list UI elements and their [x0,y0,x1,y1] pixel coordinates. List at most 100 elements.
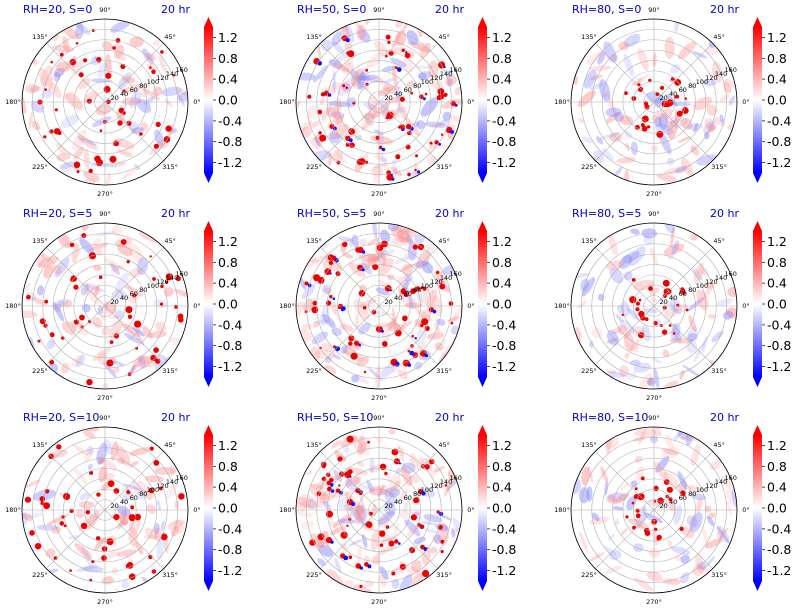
field-patch [36,285,45,296]
radial-tick-label: 80 [688,490,696,498]
field-patch [607,533,616,541]
radial-tick-label: 160 [449,270,461,278]
radial-tick-label: 20 [110,298,118,306]
field-patch [368,367,384,382]
colorbar-tick-label: 1.2 [492,438,512,453]
field-patch [83,171,100,182]
field-cell [49,332,55,338]
field-patch [108,314,122,319]
field-cell [158,486,163,491]
field-patch [706,515,715,527]
field-patch [371,311,395,316]
field-cell [326,510,333,518]
field-patch [705,538,723,549]
field-patch [384,501,396,516]
field-cell [49,359,55,365]
field-patch [426,289,438,309]
field-cell [340,307,345,312]
colorbar-tick-label: -0.8 [218,338,242,353]
field-patch [332,354,342,360]
field-patch [371,555,381,565]
field-cell [165,273,173,281]
colorbar-tick-label: 1.2 [767,234,787,249]
radial-tick-label: 160 [724,270,736,278]
field-cell [329,295,333,299]
field-cell [320,92,326,97]
field-patch [686,339,698,353]
field-patch [102,361,117,378]
field-patch [606,438,619,449]
field-cell [359,584,363,589]
colorbar-extend-min [204,377,213,387]
field-patch [320,304,331,327]
field-cell [155,358,161,364]
field-cell [98,275,103,280]
field-cell [395,154,401,160]
panel-5: 0°45°90°135°180°225°270°315°20 40 60 80 1001… [279,207,516,402]
field-patch [53,71,61,82]
field-patch [686,514,699,527]
field-patch [378,257,394,277]
field-cell [73,161,81,169]
field-patch [391,226,406,243]
panel-time-label: 20 hr [435,207,464,220]
radial-tick-label: 100 [421,486,433,494]
field-patch [654,116,662,127]
field-patch [356,544,362,566]
field-patch [628,246,646,266]
field-patch [690,146,700,156]
radial-tick-label: 80 [413,490,421,498]
field-patch [693,263,705,283]
field-patch [367,253,378,264]
angular-gridline [320,509,380,569]
field-cell [345,38,350,43]
field-patch [130,487,143,497]
colorbar-tick-label: 0.8 [492,459,512,474]
field-patch [308,120,322,129]
field-patch [78,137,97,146]
theta-tick-label: 315° [436,163,452,171]
field-cell [394,539,399,544]
field-cell [53,128,61,135]
field-cell [83,58,88,63]
field-patch [65,92,84,110]
colorbar-tick-label: 1.2 [492,234,512,249]
field-patch [432,534,441,543]
field-patch [144,475,165,483]
field-patch [335,101,342,110]
radial-tick-label: 60 [404,494,412,502]
radial-tick-label: 140 [166,478,178,486]
field-patch [581,277,595,297]
field-cell [443,65,446,69]
field-patch [696,561,706,570]
theta-tick-label: 270° [371,394,387,402]
field-patch [330,111,345,119]
field-patch [380,229,391,244]
field-patch [386,323,393,332]
field-cell [364,562,369,567]
theta-tick-label: 225° [306,367,322,375]
field-patch [444,78,452,86]
field-patch [403,500,409,512]
field-patch [694,554,704,571]
field-cell [420,524,425,529]
field-patch [354,504,366,522]
field-patch [597,293,605,301]
panel-time-label: 20 hr [161,207,190,220]
field-cell [109,340,114,344]
colorbar-tick-label: 1.2 [218,438,238,453]
field-cell [160,50,164,54]
field-patch [599,131,621,140]
colorbar-tick-label: 0.0 [492,297,512,312]
field-patch [74,543,93,559]
field-patch [73,146,85,160]
field-cell [378,530,386,537]
field-layer [296,429,462,593]
field-cell [149,446,154,451]
field-patch [634,428,657,438]
colorbar-tick-label: 0.8 [492,255,512,270]
field-patch [711,330,724,343]
radial-tick-label: 20 [384,502,392,510]
field-patch [668,502,677,511]
field-patch [377,85,400,96]
